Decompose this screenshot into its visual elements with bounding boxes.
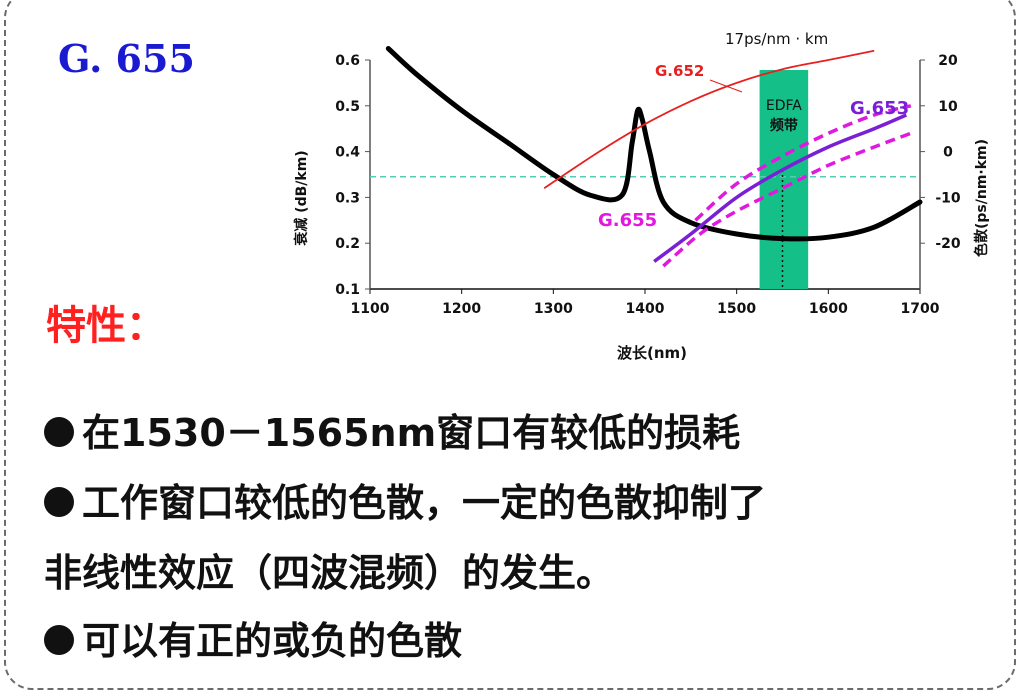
x-tick-label: 1300 [534, 301, 573, 317]
bullet-2-text: 工作窗口较低的色散，一定的色散抑制了 [82, 481, 767, 525]
x-tick-label: 1500 [717, 301, 756, 317]
bullet-line-1: 在1530－1565nm窗口有较低的损耗 [44, 402, 740, 457]
y-right-tick-label: -20 [935, 236, 961, 252]
bullet-1-text: 在1530－1565nm窗口有较低的损耗 [82, 411, 741, 455]
x-tick-label: 1400 [626, 301, 665, 317]
bullet-dot [44, 417, 74, 447]
attenuation-curve [385, 46, 923, 242]
g653-curve [653, 113, 907, 263]
y-left-tick-label: 0.4 [335, 145, 360, 161]
y-axis-right-label: 色散(ps/nm·km) [973, 139, 990, 257]
y-left-tick-label: 0.2 [335, 236, 360, 252]
slide-frame [4, 0, 1016, 690]
page-title: G. 655 [58, 36, 195, 81]
y-right-tick-label: 20 [938, 53, 958, 69]
y-left-tick-label: 0.5 [335, 99, 360, 115]
g652-curve [543, 49, 875, 189]
edfa-band-label: 频带 [770, 117, 798, 134]
bullet-3-text: 可以有正的或负的色散 [82, 619, 463, 663]
y-axis-left-label: 衰减 (dB/km) [293, 150, 310, 246]
feature-heading: 特性： [46, 303, 166, 349]
y-left-tick-label: 0.6 [335, 53, 360, 69]
fiber-chart: 波长(nm) 衰减 (dB/km) 色散(ps/nm·km) 1100 1200 1… [293, 30, 990, 362]
bullet-line-3: 可以有正的或负的色散 [44, 610, 462, 665]
continuation-line: 非线性效应（四波混频）的发生。 [44, 542, 614, 597]
g655-label: G.655 [598, 210, 657, 231]
y-right-tick-label: -10 [935, 190, 961, 206]
y-left-tick-label: 0.3 [335, 190, 360, 206]
x-tick-label: 1600 [809, 301, 848, 317]
bullet-dot [44, 625, 74, 655]
bullet-dot [44, 487, 74, 517]
g655-curve [694, 104, 912, 222]
g655-curve [662, 131, 912, 268]
y-right-tick-label: 10 [938, 99, 958, 115]
edfa-label: EDFA [766, 98, 802, 114]
g652-label: G.652 [655, 62, 704, 80]
y-right-tick-label: 0 [943, 145, 953, 161]
x-tick-label: 1100 [351, 301, 390, 317]
g653-label: G.653 [850, 98, 909, 119]
x-tick-label: 1200 [442, 301, 481, 317]
dispersion-annotation: 17ps/nm · km [725, 30, 828, 48]
y-left-tick-label: 0.1 [335, 282, 360, 298]
g652-leader-line [709, 79, 743, 93]
bullet-2-continuation: 非线性效应（四波混频）的发生。 [44, 551, 615, 595]
x-tick-label: 1700 [901, 301, 940, 317]
bullet-line-2: 工作窗口较低的色散，一定的色散抑制了 [44, 472, 766, 527]
x-axis-label: 波长(nm) [617, 344, 687, 362]
